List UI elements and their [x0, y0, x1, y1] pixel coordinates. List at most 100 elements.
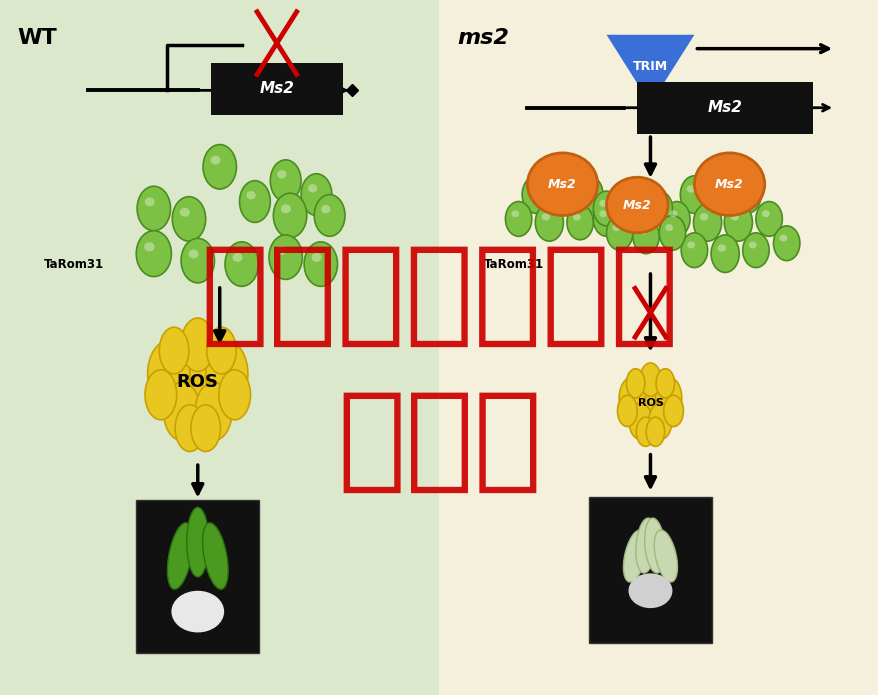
Circle shape [163, 382, 200, 441]
Text: ms2: ms2 [457, 28, 508, 48]
Ellipse shape [541, 213, 550, 220]
Ellipse shape [273, 193, 306, 238]
Circle shape [636, 417, 654, 446]
Ellipse shape [304, 242, 337, 286]
Ellipse shape [246, 191, 255, 199]
Ellipse shape [658, 215, 685, 250]
Ellipse shape [730, 213, 738, 220]
FancyBboxPatch shape [0, 0, 439, 695]
Ellipse shape [723, 204, 752, 241]
Ellipse shape [145, 197, 155, 206]
Ellipse shape [623, 530, 646, 582]
Ellipse shape [748, 241, 756, 248]
Text: Ms2: Ms2 [715, 178, 743, 190]
Ellipse shape [136, 231, 171, 277]
Ellipse shape [663, 202, 689, 236]
Circle shape [631, 375, 668, 432]
Circle shape [175, 404, 205, 452]
Circle shape [219, 370, 250, 420]
Ellipse shape [693, 204, 721, 241]
Ellipse shape [687, 241, 694, 248]
Ellipse shape [281, 204, 291, 213]
Text: Ms2: Ms2 [707, 100, 742, 115]
Ellipse shape [680, 233, 707, 268]
Ellipse shape [167, 523, 193, 589]
Text: Ms2: Ms2 [623, 199, 651, 211]
FancyBboxPatch shape [211, 63, 342, 115]
Ellipse shape [186, 507, 209, 577]
Ellipse shape [680, 176, 708, 213]
Ellipse shape [535, 204, 563, 241]
Ellipse shape [269, 235, 302, 279]
FancyBboxPatch shape [439, 0, 878, 695]
Ellipse shape [773, 226, 799, 261]
Circle shape [663, 395, 682, 427]
Ellipse shape [618, 183, 646, 220]
FancyBboxPatch shape [637, 82, 812, 134]
Ellipse shape [706, 162, 734, 199]
Text: WT: WT [18, 28, 57, 48]
Circle shape [616, 395, 637, 427]
Polygon shape [606, 35, 694, 104]
Circle shape [181, 318, 214, 371]
Ellipse shape [180, 208, 190, 217]
Ellipse shape [606, 215, 632, 250]
Ellipse shape [761, 210, 769, 218]
Ellipse shape [211, 156, 220, 165]
Ellipse shape [653, 530, 677, 582]
Ellipse shape [599, 210, 607, 218]
Circle shape [629, 403, 651, 440]
Ellipse shape [505, 202, 531, 236]
Text: ROS: ROS [637, 398, 663, 408]
Text: TaRom31: TaRom31 [44, 258, 104, 270]
Text: Ms2: Ms2 [259, 81, 294, 96]
Ellipse shape [716, 245, 725, 252]
Ellipse shape [233, 253, 242, 262]
Ellipse shape [624, 192, 633, 199]
Ellipse shape [580, 185, 589, 193]
Ellipse shape [694, 153, 764, 215]
Ellipse shape [203, 145, 236, 189]
Ellipse shape [137, 186, 170, 231]
Circle shape [648, 403, 671, 440]
Circle shape [618, 377, 644, 418]
Ellipse shape [277, 170, 286, 179]
Ellipse shape [522, 176, 550, 213]
Ellipse shape [270, 160, 300, 202]
Ellipse shape [710, 235, 738, 272]
Ellipse shape [686, 185, 694, 193]
Circle shape [645, 417, 664, 446]
Ellipse shape [593, 191, 619, 226]
Ellipse shape [189, 250, 198, 259]
FancyBboxPatch shape [588, 497, 711, 643]
Ellipse shape [669, 210, 677, 218]
Circle shape [169, 336, 227, 428]
Ellipse shape [599, 199, 607, 207]
Ellipse shape [548, 162, 576, 199]
Ellipse shape [635, 518, 656, 573]
Ellipse shape [665, 224, 673, 231]
Circle shape [145, 370, 176, 420]
Ellipse shape [593, 202, 619, 236]
Ellipse shape [712, 171, 721, 179]
Ellipse shape [628, 573, 672, 608]
Ellipse shape [527, 153, 597, 215]
Ellipse shape [566, 205, 593, 240]
Ellipse shape [181, 238, 214, 283]
Circle shape [159, 327, 189, 374]
Text: ROS: ROS [176, 373, 219, 391]
Circle shape [205, 341, 248, 407]
Ellipse shape [638, 228, 646, 235]
Ellipse shape [172, 197, 205, 241]
Ellipse shape [171, 591, 224, 632]
Circle shape [195, 382, 232, 441]
Ellipse shape [307, 184, 317, 193]
Circle shape [655, 368, 673, 398]
Ellipse shape [312, 253, 321, 262]
Circle shape [626, 368, 644, 398]
Ellipse shape [738, 185, 747, 193]
Ellipse shape [300, 174, 332, 215]
Ellipse shape [511, 210, 519, 218]
Ellipse shape [202, 523, 228, 589]
Text: 美句子: 美句子 [336, 386, 542, 497]
